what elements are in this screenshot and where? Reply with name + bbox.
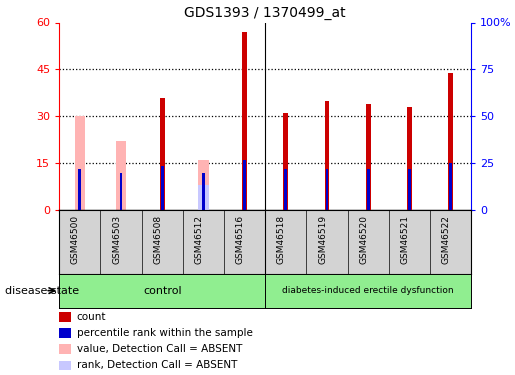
Text: GSM46520: GSM46520: [359, 215, 368, 264]
Bar: [408, 170, 411, 210]
Text: GSM46518: GSM46518: [277, 215, 286, 264]
Text: GSM46516: GSM46516: [236, 215, 245, 264]
Bar: [198, 185, 209, 210]
Bar: [448, 72, 453, 210]
Text: GSM46522: GSM46522: [442, 215, 451, 264]
Bar: [116, 141, 126, 210]
Bar: [324, 100, 330, 210]
Text: diabetes-induced erectile dysfunction: diabetes-induced erectile dysfunction: [282, 286, 454, 295]
Text: percentile rank within the sample: percentile rank within the sample: [77, 328, 253, 338]
Bar: [283, 113, 288, 210]
Text: GSM46500: GSM46500: [71, 215, 80, 264]
Text: control: control: [143, 286, 182, 296]
Bar: [367, 170, 370, 210]
Bar: [284, 170, 287, 210]
Bar: [119, 172, 123, 210]
Bar: [242, 32, 247, 210]
Bar: [449, 163, 452, 210]
Bar: [75, 116, 85, 210]
Bar: [78, 170, 81, 210]
Text: value, Detection Call = ABSENT: value, Detection Call = ABSENT: [77, 344, 242, 354]
Bar: [160, 98, 165, 210]
Bar: [243, 160, 246, 210]
Text: rank, Detection Call = ABSENT: rank, Detection Call = ABSENT: [77, 360, 237, 370]
Bar: [202, 172, 205, 210]
Title: GDS1393 / 1370499_at: GDS1393 / 1370499_at: [184, 6, 346, 20]
Bar: [407, 107, 412, 210]
Text: GSM46521: GSM46521: [401, 215, 409, 264]
Bar: [325, 170, 329, 210]
Text: GSM46503: GSM46503: [112, 215, 121, 264]
Text: GSM46519: GSM46519: [318, 215, 327, 264]
Text: GSM46508: GSM46508: [153, 215, 162, 264]
Bar: [198, 160, 209, 210]
Text: disease state: disease state: [5, 286, 79, 296]
Text: count: count: [77, 312, 106, 322]
Text: GSM46512: GSM46512: [195, 215, 203, 264]
Bar: [161, 166, 164, 210]
Bar: [366, 104, 371, 210]
